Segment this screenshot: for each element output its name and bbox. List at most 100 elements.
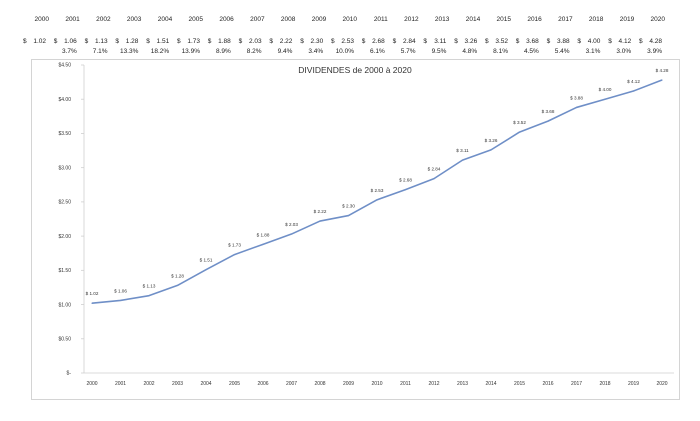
data-label: $ 1.02 (86, 291, 99, 296)
data-label: $ 4.00 (599, 87, 612, 92)
header-growth-rate: 3.0% (616, 48, 632, 55)
data-label: $ 3.11 (456, 148, 469, 153)
header-dividend-value: 3.11 (434, 38, 447, 45)
data-label: $ 2.30 (342, 204, 355, 209)
header-year: 2015 (496, 16, 511, 23)
data-point (575, 106, 578, 109)
data-point (518, 131, 521, 133)
header-dividend-value: 4.12 (618, 38, 632, 45)
header-dividend-value: 3.68 (526, 38, 539, 45)
header-growth-rate: 10.0% (335, 48, 354, 55)
data-point (433, 178, 435, 180)
header-year: 2010 (342, 16, 357, 23)
header-dollar-sign: $ (515, 38, 520, 45)
data-point (91, 302, 93, 304)
header-year: 2002 (96, 16, 111, 23)
header-dividend-value: 1.51 (156, 38, 170, 45)
header-growth-rate: 3.9% (647, 48, 662, 55)
header-dollar-sign: $ (331, 38, 335, 45)
header-year: 2016 (527, 16, 542, 23)
data-point (632, 90, 635, 92)
data-point (376, 199, 378, 201)
header-dividend-value: 4.28 (649, 38, 662, 45)
chart-title: DIVIDENDES de 2000 à 2020 (298, 65, 412, 75)
header-dividend-value: 3.26 (464, 38, 478, 45)
x-tick-label: 2002 (143, 381, 154, 387)
y-tick-label: $4.00 (58, 97, 71, 103)
y-tick-label: $3.00 (58, 165, 71, 171)
header-growth-rate: 4.8% (462, 48, 478, 55)
header-growth-rate: 5.4% (554, 48, 570, 55)
data-point (404, 188, 407, 191)
header-year: 2008 (280, 16, 296, 23)
header-year: 2009 (311, 16, 327, 23)
header-dividend-value: 1.73 (187, 38, 200, 45)
data-label: $ 3.68 (542, 109, 555, 114)
data-point (461, 159, 464, 161)
header-year: 2018 (588, 16, 604, 23)
x-tick-label: 2000 (86, 381, 97, 387)
y-tick-label: $2.00 (58, 234, 71, 240)
header-growth-rate: 4.5% (523, 48, 539, 55)
data-point (205, 269, 207, 271)
x-tick-label: 2015 (514, 381, 525, 387)
data-label: $ 4.12 (627, 79, 640, 84)
header-growth-rate: 7.1% (92, 48, 108, 55)
x-tick-label: 2006 (257, 381, 268, 387)
data-label: $ 2.84 (428, 167, 441, 172)
header-growth-rate: 13.3% (119, 48, 139, 55)
header-year: 2003 (126, 16, 142, 23)
data-label: $ 1.28 (171, 273, 184, 278)
header-dividend-value: 1.02 (33, 38, 46, 45)
header-dollar-sign: $ (361, 38, 366, 45)
dividend-line-chart: DIVIDENDES de 2000 à 2020 $- $0.50 $1.00 $1… (58, 63, 674, 387)
header-dollar-sign: $ (454, 38, 458, 45)
header-growth-rate: 13.9% (181, 48, 200, 55)
x-tick-label: 2008 (314, 381, 325, 387)
header-year: 2019 (619, 16, 635, 23)
x-tick-label: 2004 (200, 381, 211, 387)
y-tick-label: $1.00 (58, 302, 71, 308)
header-dividend-value: 2.22 (279, 38, 293, 45)
header-dividend-value: 3.52 (495, 38, 508, 45)
header-dividend-value: 1.88 (218, 38, 231, 45)
data-label: $ 3.88 (570, 95, 583, 100)
x-tick-label: 2005 (229, 381, 240, 387)
header-dividend-value: 2.03 (248, 38, 262, 45)
data-point (490, 149, 492, 151)
header-dividend-value: 1.13 (94, 38, 108, 45)
data-label: $ 2.68 (399, 178, 412, 183)
header-year: 2007 (250, 16, 265, 23)
header-growth-rate: 8.1% (493, 48, 508, 55)
data-label: $ 1.13 (143, 284, 156, 289)
dividend-summary-table: 2000 $1.02 2001 $1.06 3.7% 2002 $1.13 7.1% 2003 $… (0, 0, 700, 60)
header-dollar-sign: $ (84, 38, 89, 45)
header-growth-rate: 6.1% (369, 48, 385, 55)
header-year: 2001 (65, 16, 80, 23)
data-label: $ 3.26 (485, 138, 498, 143)
header-dividend-value: 3.88 (556, 38, 570, 45)
data-point (233, 253, 236, 256)
header-year: 2014 (465, 16, 481, 23)
y-tick-label: $1.50 (58, 268, 71, 274)
header-dollar-sign: $ (485, 38, 489, 45)
data-label: $ 2.03 (285, 222, 298, 227)
header-growth-rate: 5.7% (400, 48, 416, 55)
header-dollar-sign: $ (269, 38, 274, 45)
data-label: $ 2.53 (371, 188, 384, 193)
header-dollar-sign: $ (115, 38, 120, 45)
header-dollar-sign: $ (207, 38, 212, 45)
x-tick-label: 2014 (485, 381, 496, 387)
data-point (148, 295, 150, 297)
data-point (290, 233, 293, 235)
header-year: 2012 (404, 16, 419, 23)
header-dividend-value: 1.06 (64, 38, 77, 45)
header-dividend-value: 2.30 (310, 38, 324, 45)
header-year: 2020 (650, 16, 665, 23)
header-growth-rate: 8.2% (246, 48, 262, 55)
y-tick-label: $0.50 (58, 336, 71, 342)
header-dollar-sign: $ (392, 38, 397, 45)
x-tick-label: 2017 (571, 381, 582, 387)
header-dividend-value: 1.28 (125, 38, 139, 45)
header-dollar-sign: $ (300, 38, 304, 45)
